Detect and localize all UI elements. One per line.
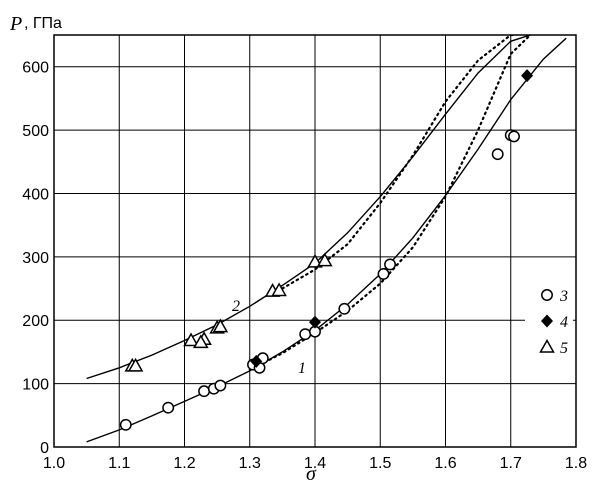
x-tick-label-6: 1.6 bbox=[434, 455, 456, 472]
y-tick-label-6: 600 bbox=[22, 60, 49, 77]
curve-label-2: 2 bbox=[232, 298, 240, 315]
point-series-3-10 bbox=[338, 302, 351, 315]
legend-marker-5 bbox=[539, 338, 555, 353]
point-series-5-10 bbox=[317, 252, 333, 267]
data-points bbox=[119, 69, 534, 431]
x-tick-label-8: 1.8 bbox=[565, 455, 587, 472]
curve-dotted-2 bbox=[248, 35, 532, 371]
point-series-5-1 bbox=[127, 357, 144, 372]
x-tick-label-4: 1.4 bbox=[304, 455, 326, 472]
point-series-5-8 bbox=[271, 282, 287, 297]
point-series-3-1 bbox=[162, 401, 175, 414]
point-series-5-9 bbox=[307, 253, 323, 268]
grid bbox=[53, 34, 577, 448]
curve-2 bbox=[86, 35, 531, 380]
legend-marker-3 bbox=[541, 289, 553, 301]
point-series-3-4 bbox=[214, 379, 227, 392]
x-tick-label-3: 1.3 bbox=[239, 455, 261, 472]
x-tick-label-1: 1.1 bbox=[108, 455, 130, 472]
point-series-3-13 bbox=[491, 148, 504, 161]
x-tick-label-0: 1.0 bbox=[43, 455, 65, 472]
y-axis-title: P bbox=[9, 13, 22, 35]
legend-label-5: 5 bbox=[560, 340, 568, 357]
point-series-4-2 bbox=[521, 69, 534, 83]
point-series-5-4 bbox=[193, 334, 209, 349]
curves bbox=[86, 35, 567, 443]
y-tick-label-4: 400 bbox=[22, 186, 49, 203]
y-tick-label-1: 100 bbox=[22, 377, 49, 394]
point-series-3-11 bbox=[377, 268, 390, 280]
x-tick-label-2: 1.2 bbox=[173, 455, 195, 472]
point-series-3-15 bbox=[508, 130, 520, 143]
y-tick-label-5: 500 bbox=[22, 123, 49, 140]
point-series-3-0 bbox=[119, 418, 132, 431]
x-axis-title: σ bbox=[306, 463, 317, 483]
y-tick-label-0: 0 bbox=[40, 440, 49, 457]
curve-dotted-3 bbox=[281, 35, 516, 290]
curve-label-1-text: 1 bbox=[298, 360, 306, 377]
y-tick-label-3: 300 bbox=[22, 250, 49, 267]
curve-1 bbox=[86, 37, 567, 443]
tick-labels: 1.0 1.1 1.2 1.3 1.4 1.5 1.6 1.7 1.8 0 100 200 300 400… bbox=[22, 60, 587, 472]
y-axis-unit: , ГПа bbox=[24, 15, 62, 32]
point-series-5-2 bbox=[183, 332, 199, 347]
x-tick-label-5: 1.5 bbox=[369, 455, 391, 472]
point-series-5-6 bbox=[212, 318, 229, 333]
legend-marker-4 bbox=[541, 314, 553, 328]
point-series-3-2 bbox=[198, 385, 211, 398]
y-tick-label-2: 200 bbox=[22, 313, 49, 330]
point-series-3-12 bbox=[384, 258, 396, 271]
legend-label-4: 4 bbox=[560, 314, 568, 331]
curve-label-2-text: 2 bbox=[232, 298, 240, 315]
legend-label-3: 3 bbox=[559, 288, 568, 305]
legend: 3 4 5 bbox=[525, 281, 573, 357]
point-series-3-8 bbox=[299, 328, 312, 341]
point-series-4-1 bbox=[309, 315, 321, 329]
curve-label-1: 1 bbox=[298, 360, 306, 377]
point-series-4-0 bbox=[250, 354, 263, 368]
x-tick-label-7: 1.7 bbox=[500, 455, 522, 472]
